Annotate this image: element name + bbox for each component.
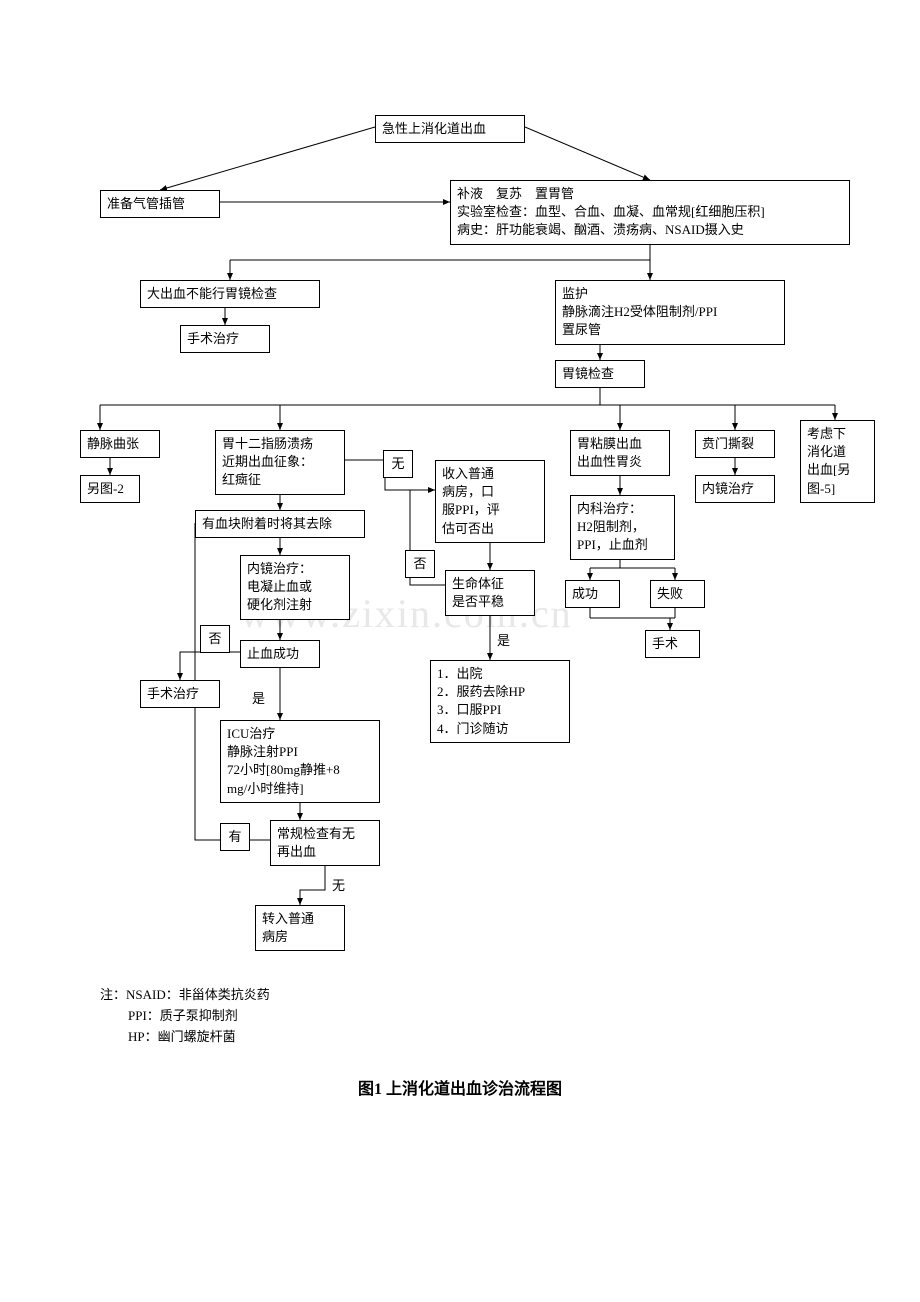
node-ulcer: 胃十二指肠溃疡 近期出血征象： 红癍征 (215, 430, 345, 495)
node-success: 成功 (565, 580, 620, 608)
node-cardia: 贲门撕裂 (695, 430, 775, 458)
node-removeclot: 有血块附着时将其去除 (195, 510, 365, 538)
node-resus: 补液 复苏 置胃管 实验室检查：血型、合血、血凝、血常规[红细胞压积] 病史：肝… (450, 180, 850, 245)
node-surgery2: 手术治疗 (140, 680, 220, 708)
node-endo2: 内镜治疗 (695, 475, 775, 503)
node-gastroscopy: 胃镜检查 (555, 360, 645, 388)
node-surgery1: 手术治疗 (180, 325, 270, 353)
node-icu: ICU治疗 静脉注射PPI 72小时[80mg静推+8 mg/小时维持] (220, 720, 380, 803)
node-monitor: 监护 静脉滴注H2受体阻制剂/PPI 置尿管 (555, 280, 785, 345)
label-fou2: 否 (200, 625, 230, 653)
node-hemostasis: 止血成功 (240, 640, 320, 668)
label-fou1: 否 (405, 550, 435, 578)
note-line1: 注：NSAID：非甾体类抗炎药 (100, 985, 270, 1006)
label-wu2: 无 (330, 875, 347, 894)
node-discharge: 1．出院 2．服药去除HP 3．口服PPI 4．门诊随访 (430, 660, 570, 743)
node-varices: 静脉曲张 (80, 430, 160, 458)
node-fail: 失败 (650, 580, 705, 608)
node-mucosa: 胃粘膜出血 出血性胃炎 (570, 430, 670, 476)
node-nogastro: 大出血不能行胃镜检查 (140, 280, 320, 308)
node-medical: 内科治疗： H2阻制剂， PPI，止血剂 (570, 495, 675, 560)
label-shi2: 是 (250, 688, 267, 707)
node-transfer: 转入普通 病房 (255, 905, 345, 951)
node-fig2: 另图-2 (80, 475, 140, 503)
node-ward: 收入普通 病房，口 服PPI，评 估可否出 (435, 460, 545, 543)
label-wu1: 无 (383, 450, 413, 478)
footnotes: 注：NSAID：非甾体类抗炎药 PPI：质子泵抑制剂 HP：幽门螺旋杆菌 (100, 985, 270, 1047)
node-endo1: 内镜治疗： 电凝止血或 硬化剂注射 (240, 555, 350, 620)
node-lower: 考虑下 消化道 出血[另 图-5] (800, 420, 875, 503)
node-intubate: 准备气管插管 (100, 190, 220, 218)
note-line3: HP：幽门螺旋杆菌 (100, 1027, 270, 1048)
note-line2: PPI：质子泵抑制剂 (100, 1006, 270, 1027)
node-surgery3: 手术 (645, 630, 700, 658)
node-start: 急性上消化道出血 (375, 115, 525, 143)
figure-title: 图1 上消化道出血诊治流程图 (0, 1075, 920, 1099)
node-vitals: 生命体征 是否平稳 (445, 570, 535, 616)
label-shi1: 是 (495, 630, 512, 649)
label-you1: 有 (220, 823, 250, 851)
node-rebleed: 常规检查有无 再出血 (270, 820, 380, 866)
